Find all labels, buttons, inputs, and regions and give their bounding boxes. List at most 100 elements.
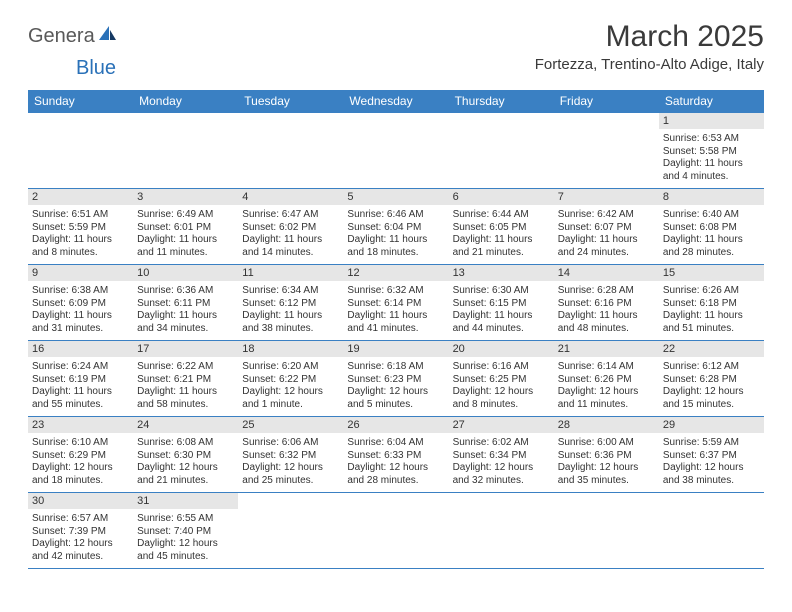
calendar-row: 9 Sunrise: 6:38 AMSunset: 6:09 PMDaylight… (28, 265, 764, 341)
sunrise-text: Sunrise: 6:16 AM (453, 361, 550, 374)
title-block: March 2025 Fortezza, Trentino-Alto Adige… (535, 20, 764, 77)
day-number: 23 (28, 417, 133, 433)
logo-sail-icon (97, 24, 117, 48)
logo-text-general: Genera (28, 25, 95, 48)
calendar-table: Sunday Monday Tuesday Wednesday Thursday… (28, 90, 764, 569)
day-details: Sunrise: 6:51 AMSunset: 5:59 PMDaylight:… (28, 207, 133, 263)
calendar-cell: 24Sunrise: 6:08 AMSunset: 6:30 PMDayligh… (133, 417, 238, 493)
sunset-text: Sunset: 6:11 PM (137, 298, 234, 311)
day-details: Sunrise: 6:40 AMSunset: 6:08 PMDaylight:… (659, 207, 764, 263)
day-details: Sunrise: 6:14 AMSunset: 6:26 PMDaylight:… (554, 359, 659, 415)
daylight-text: Daylight: 12 hours and 32 minutes. (453, 462, 550, 487)
sunset-text: Sunset: 6:29 PM (32, 450, 129, 463)
calendar-cell: 27 Sunrise: 6:02 AMSunset: 6:34 PMDayligh… (449, 417, 554, 493)
day-number: 27 (449, 417, 554, 433)
weekday-header: Thursday (449, 90, 554, 113)
day-details: Sunrise: 6:06 AMSunset: 6:32 PMDaylight:… (238, 435, 343, 491)
sunset-text: Sunset: 6:32 PM (242, 450, 339, 463)
sunset-text: Sunset: 7:40 PM (137, 526, 234, 539)
day-number: 17 (133, 341, 238, 357)
daylight-text: Daylight: 12 hours and 21 minutes. (137, 462, 234, 487)
calendar-cell (133, 113, 238, 189)
daylight-text: Daylight: 11 hours and 58 minutes. (137, 386, 234, 411)
weekday-header: Sunday (28, 90, 133, 113)
daylight-text: Daylight: 11 hours and 11 minutes. (137, 234, 234, 259)
sunset-text: Sunset: 6:25 PM (453, 374, 550, 387)
day-details: Sunrise: 6:55 AMSunset: 7:40 PMDaylight:… (133, 511, 238, 567)
day-details: Sunrise: 6:12 AMSunset: 6:28 PMDaylight:… (659, 359, 764, 415)
day-details: Sunrise: 6:20 AMSunset: 6:22 PMDaylight:… (238, 359, 343, 415)
weekday-header: Monday (133, 90, 238, 113)
logo-text-blue: Blue (76, 57, 116, 80)
calendar-cell: 4Sunrise: 6:47 AMSunset: 6:02 PMDaylight… (238, 189, 343, 265)
day-details: Sunrise: 6:00 AMSunset: 6:36 PMDaylight:… (554, 435, 659, 491)
sunset-text: Sunset: 6:02 PM (242, 222, 339, 235)
sunrise-text: Sunrise: 6:24 AM (32, 361, 129, 374)
sunset-text: Sunset: 6:23 PM (347, 374, 444, 387)
calendar-row: 23Sunrise: 6:10 AMSunset: 6:29 PMDayligh… (28, 417, 764, 493)
sunrise-text: Sunrise: 6:40 AM (663, 209, 760, 222)
calendar-cell: 5Sunrise: 6:46 AMSunset: 6:04 PMDaylight… (343, 189, 448, 265)
daylight-text: Daylight: 11 hours and 55 minutes. (32, 386, 129, 411)
daylight-text: Daylight: 11 hours and 28 minutes. (663, 234, 760, 259)
daylight-text: Daylight: 11 hours and 34 minutes. (137, 310, 234, 335)
calendar-cell: 16 Sunrise: 6:24 AMSunset: 6:19 PMDayligh… (28, 341, 133, 417)
day-details: Sunrise: 6:24 AMSunset: 6:19 PMDaylight:… (28, 359, 133, 415)
daylight-text: Daylight: 11 hours and 48 minutes. (558, 310, 655, 335)
day-details: Sunrise: 6:18 AMSunset: 6:23 PMDaylight:… (343, 359, 448, 415)
daylight-text: Daylight: 12 hours and 35 minutes. (558, 462, 655, 487)
sunrise-text: Sunrise: 6:57 AM (32, 513, 129, 526)
sunset-text: Sunset: 6:08 PM (663, 222, 760, 235)
sunset-text: Sunset: 5:58 PM (663, 146, 760, 159)
weekday-header: Friday (554, 90, 659, 113)
calendar-cell: 30Sunrise: 6:57 AMSunset: 7:39 PMDayligh… (28, 493, 133, 569)
day-details: Sunrise: 6:47 AMSunset: 6:02 PMDaylight:… (238, 207, 343, 263)
sunrise-text: Sunrise: 6:20 AM (242, 361, 339, 374)
day-number: 9 (28, 265, 133, 281)
day-number: 2 (28, 189, 133, 205)
sunrise-text: Sunrise: 6:04 AM (347, 437, 444, 450)
daylight-text: Daylight: 12 hours and 45 minutes. (137, 538, 234, 563)
calendar-cell: 19 Sunrise: 6:18 AMSunset: 6:23 PMDayligh… (343, 341, 448, 417)
calendar-cell (343, 113, 448, 189)
daylight-text: Daylight: 11 hours and 51 minutes. (663, 310, 760, 335)
day-details: Sunrise: 6:38 AMSunset: 6:09 PMDaylight:… (28, 283, 133, 339)
day-number: 3 (133, 189, 238, 205)
sunrise-text: Sunrise: 6:55 AM (137, 513, 234, 526)
sunset-text: Sunset: 6:22 PM (242, 374, 339, 387)
sunset-text: Sunset: 6:07 PM (558, 222, 655, 235)
sunrise-text: Sunrise: 6:44 AM (453, 209, 550, 222)
daylight-text: Daylight: 12 hours and 5 minutes. (347, 386, 444, 411)
daylight-text: Daylight: 11 hours and 38 minutes. (242, 310, 339, 335)
calendar-cell (449, 493, 554, 569)
sunset-text: Sunset: 6:37 PM (663, 450, 760, 463)
sunrise-text: Sunrise: 6:36 AM (137, 285, 234, 298)
sunset-text: Sunset: 5:59 PM (32, 222, 129, 235)
calendar-cell (28, 113, 133, 189)
daylight-text: Daylight: 12 hours and 38 minutes. (663, 462, 760, 487)
calendar-cell (238, 113, 343, 189)
weekday-header: Tuesday (238, 90, 343, 113)
sunset-text: Sunset: 6:09 PM (32, 298, 129, 311)
day-number: 19 (343, 341, 448, 357)
day-number: 22 (659, 341, 764, 357)
sunrise-text: Sunrise: 6:51 AM (32, 209, 129, 222)
sunset-text: Sunset: 6:19 PM (32, 374, 129, 387)
day-details: Sunrise: 6:02 AMSunset: 6:34 PMDaylight:… (449, 435, 554, 491)
daylight-text: Daylight: 11 hours and 8 minutes. (32, 234, 129, 259)
day-number: 6 (449, 189, 554, 205)
sunset-text: Sunset: 6:16 PM (558, 298, 655, 311)
calendar-cell: 31Sunrise: 6:55 AMSunset: 7:40 PMDayligh… (133, 493, 238, 569)
calendar-row: 30Sunrise: 6:57 AMSunset: 7:39 PMDayligh… (28, 493, 764, 569)
calendar-cell (554, 493, 659, 569)
sunset-text: Sunset: 6:05 PM (453, 222, 550, 235)
weekday-header: Wednesday (343, 90, 448, 113)
calendar-cell: 12Sunrise: 6:32 AMSunset: 6:14 PMDayligh… (343, 265, 448, 341)
sunset-text: Sunset: 6:18 PM (663, 298, 760, 311)
day-number: 16 (28, 341, 133, 357)
day-number: 11 (238, 265, 343, 281)
sunset-text: Sunset: 6:36 PM (558, 450, 655, 463)
calendar-cell: 3Sunrise: 6:49 AMSunset: 6:01 PMDaylight… (133, 189, 238, 265)
calendar-cell: 14Sunrise: 6:28 AMSunset: 6:16 PMDayligh… (554, 265, 659, 341)
day-number: 26 (343, 417, 448, 433)
